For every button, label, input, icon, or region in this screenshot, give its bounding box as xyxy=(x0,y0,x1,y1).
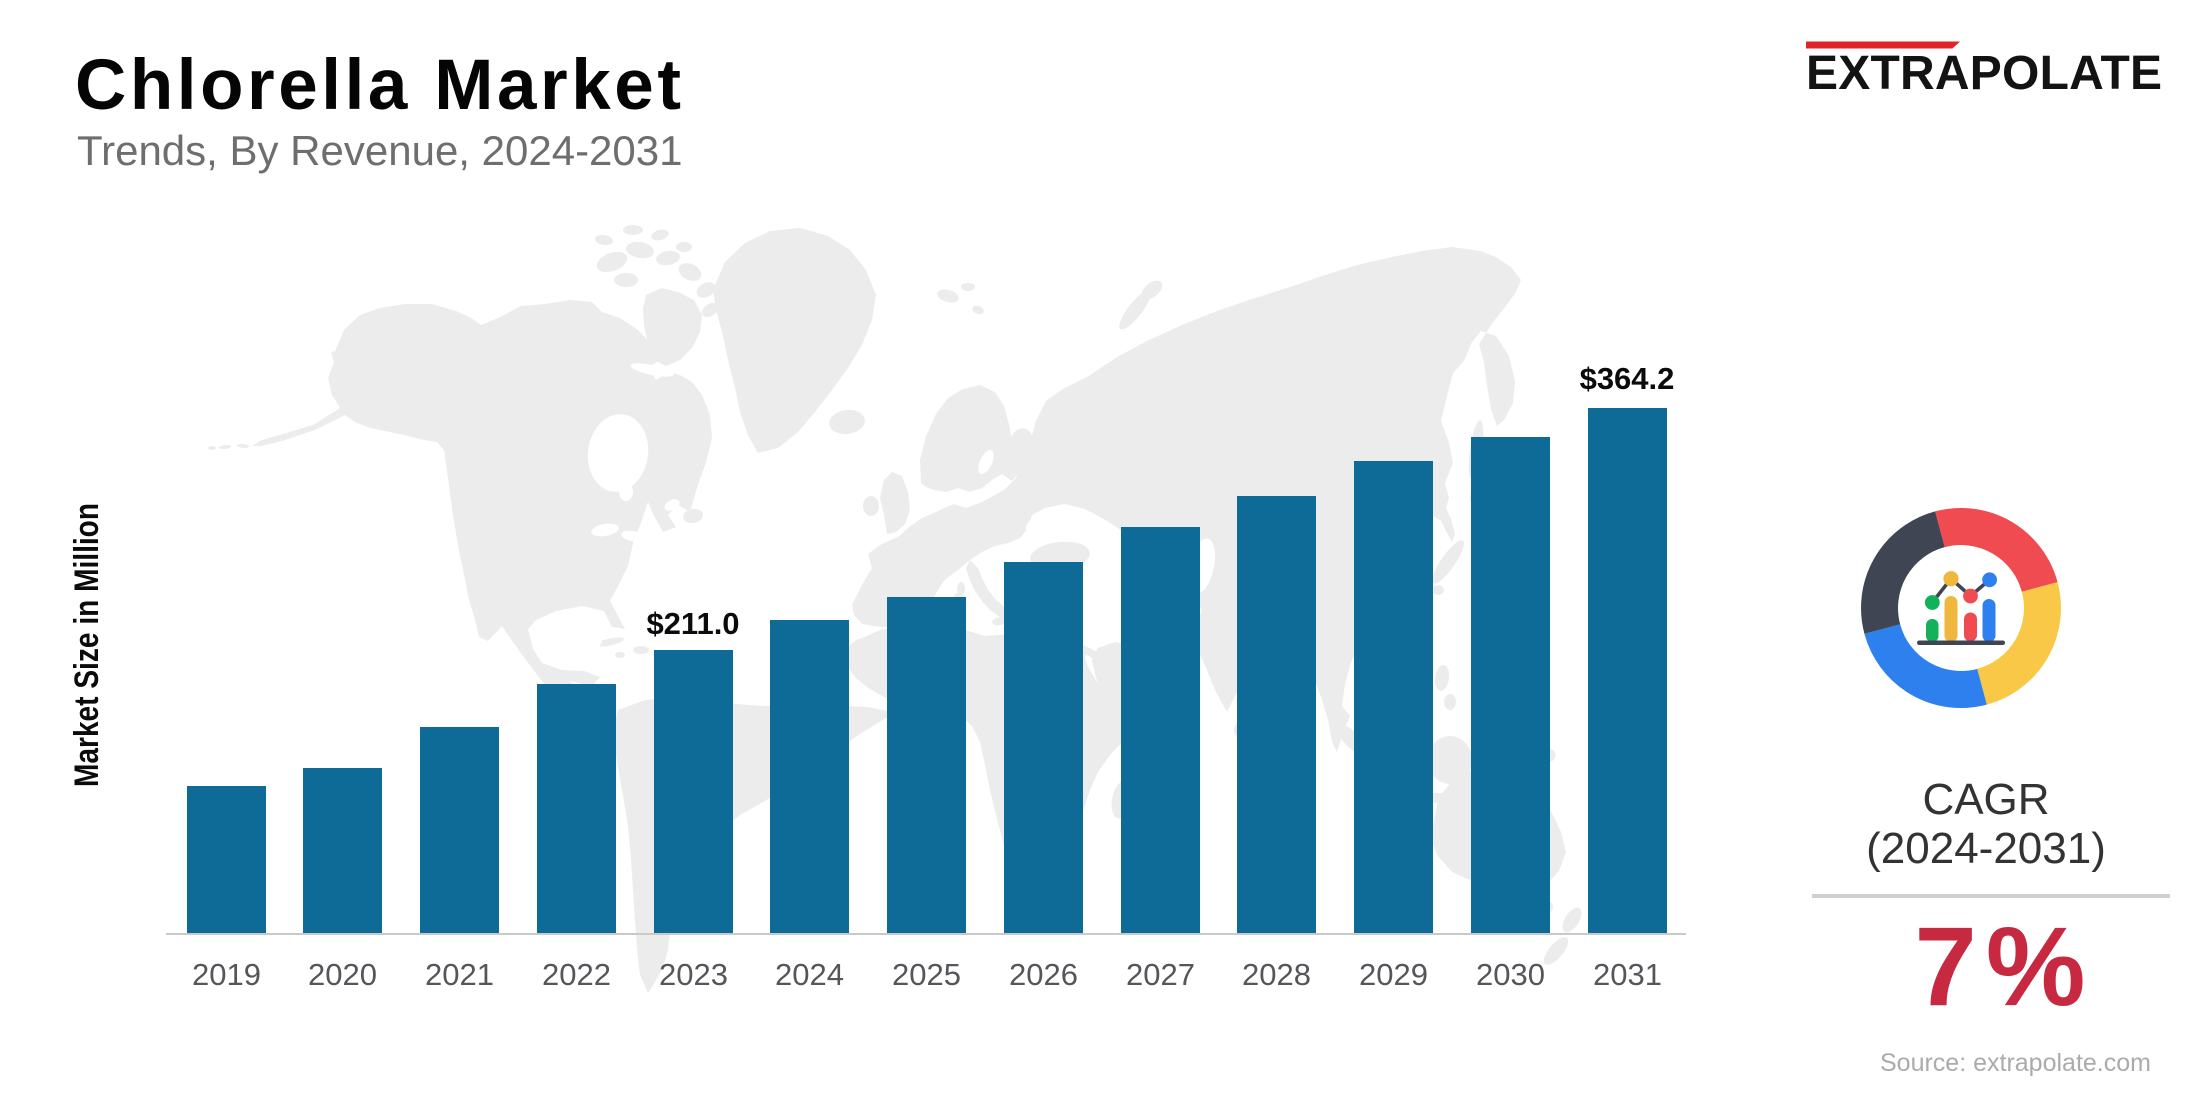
svg-text:CAGR: CAGR xyxy=(1922,775,2049,824)
svg-text:2023: 2023 xyxy=(659,957,728,992)
svg-text:2028: 2028 xyxy=(1242,957,1311,992)
svg-text:2024: 2024 xyxy=(775,957,844,992)
svg-text:$211.0: $211.0 xyxy=(646,606,739,641)
svg-text:2021: 2021 xyxy=(425,957,494,992)
svg-text:2019: 2019 xyxy=(192,957,261,992)
svg-text:2025: 2025 xyxy=(892,957,961,992)
svg-text:2020: 2020 xyxy=(308,957,377,992)
svg-text:(2024-2031): (2024-2031) xyxy=(1866,824,2106,873)
svg-text:2027: 2027 xyxy=(1126,957,1195,992)
svg-text:2029: 2029 xyxy=(1359,957,1428,992)
svg-text:2031: 2031 xyxy=(1593,957,1662,992)
svg-text:Source: extrapolate.com: Source: extrapolate.com xyxy=(1880,1049,2151,1077)
svg-text:Chlorella Market: Chlorella Market xyxy=(75,46,681,125)
svg-text:Trends, By Revenue, 2024-2031: Trends, By Revenue, 2024-2031 xyxy=(77,127,683,174)
svg-text:EXTRAPOLATE: EXTRAPOLATE xyxy=(1806,47,2162,100)
svg-text:Market Size in Million: Market Size in Million xyxy=(68,503,106,787)
svg-text:2026: 2026 xyxy=(1009,957,1078,992)
svg-text:7%: 7% xyxy=(1915,904,2086,1029)
svg-text:2022: 2022 xyxy=(542,957,611,992)
svg-text:$364.2: $364.2 xyxy=(1580,361,1675,396)
svg-text:2030: 2030 xyxy=(1476,957,1545,992)
